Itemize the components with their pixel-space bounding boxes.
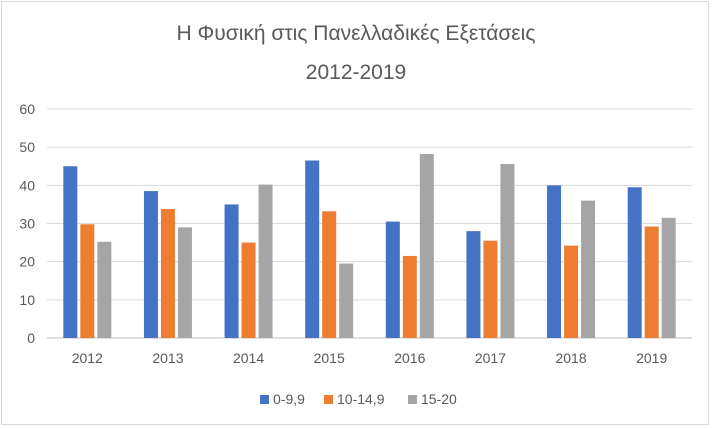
y-tick-label: 40 — [19, 177, 35, 193]
y-tick-label: 0 — [27, 330, 35, 346]
x-tick-label: 2016 — [394, 350, 425, 366]
y-tick-label: 60 — [19, 101, 35, 117]
bar — [63, 166, 78, 338]
y-axis: 0 10 20 30 40 50 60 — [19, 101, 35, 346]
bar — [385, 221, 400, 338]
bar — [224, 204, 239, 338]
bar — [97, 241, 112, 338]
x-tick-label: 2012 — [72, 350, 103, 366]
legend-swatch — [324, 395, 333, 404]
y-tick-label: 10 — [19, 292, 35, 308]
bar — [466, 231, 481, 338]
x-tick-label: 2013 — [152, 350, 183, 366]
bar — [644, 226, 659, 338]
x-tick-label: 2015 — [314, 350, 345, 366]
bar — [483, 240, 498, 338]
legend-swatch — [408, 395, 417, 404]
chart-subtitle: 2012-2019 — [306, 61, 406, 84]
bar — [564, 245, 579, 338]
legend-swatch — [260, 395, 269, 404]
legend-label: 10-14,9 — [337, 391, 385, 407]
legend-label: 15-20 — [421, 391, 457, 407]
bar — [339, 263, 354, 338]
bar — [241, 242, 256, 338]
bar — [419, 154, 434, 338]
bar — [500, 163, 515, 338]
chart-title: Η Φυσική στις Πανελλαδικές Εξετάσεις — [177, 22, 536, 45]
legend-label: 0-9,9 — [273, 391, 305, 407]
legend: 0-9,9 10-14,9 15-20 — [260, 391, 457, 407]
bar — [581, 200, 596, 338]
bar — [177, 227, 192, 338]
bar — [305, 160, 320, 338]
bars — [63, 154, 676, 338]
bar — [322, 211, 337, 338]
bar — [80, 224, 95, 338]
bar — [160, 208, 175, 338]
bar — [258, 184, 273, 338]
bar — [661, 217, 676, 338]
gridlines — [47, 108, 692, 339]
bar — [547, 185, 562, 338]
x-tick-label: 2014 — [233, 350, 264, 366]
x-axis: 2012 2013 2014 2015 2016 2017 2018 2019 — [72, 350, 668, 366]
x-tick-label: 2017 — [475, 350, 506, 366]
x-tick-label: 2019 — [636, 350, 667, 366]
bar — [402, 255, 417, 338]
y-tick-label: 50 — [19, 139, 35, 155]
bar — [143, 191, 158, 338]
y-tick-label: 30 — [19, 216, 35, 232]
y-tick-label: 20 — [19, 254, 35, 270]
bar — [627, 187, 642, 338]
x-tick-label: 2018 — [555, 350, 586, 366]
